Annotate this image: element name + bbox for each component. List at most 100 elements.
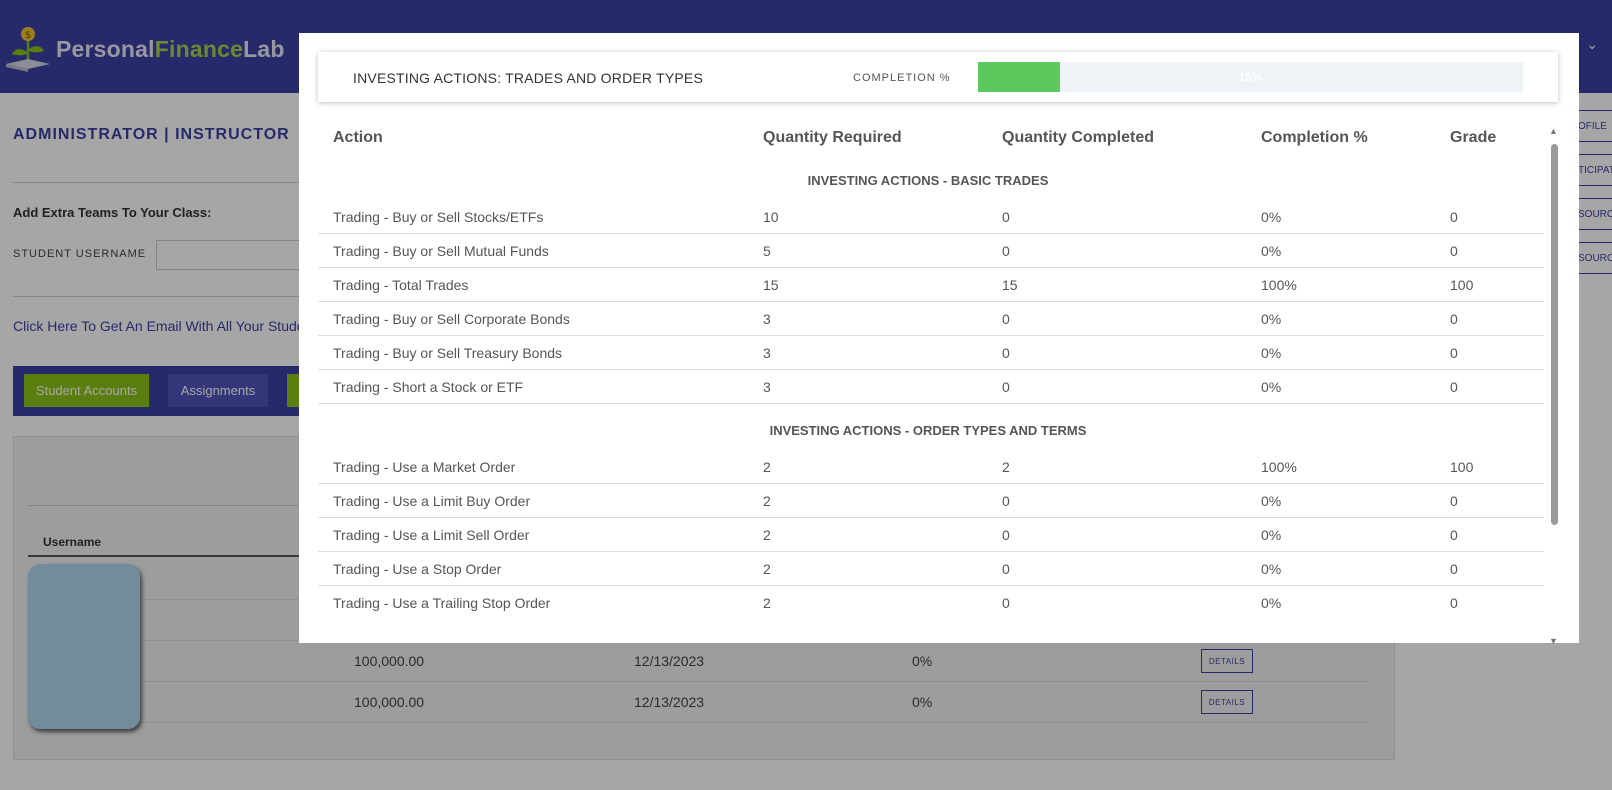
student-username-label: STUDENT USERNAME [13, 248, 147, 260]
completion-cell: 0% [1261, 595, 1282, 611]
table-row: Trading - Buy or Sell Stocks/ETFs 10 0 0… [318, 200, 1544, 234]
username-column-header[interactable]: Username [43, 535, 102, 549]
action-cell: Trading - Short a Stock or ETF [333, 379, 524, 395]
completion-progress-bar: 15% [978, 62, 1523, 92]
required-cell: 5 [763, 243, 771, 259]
grade-cell: 100 [1450, 277, 1474, 293]
table-row: Trading - Use a Market Order 2 2 100% 10… [318, 450, 1544, 484]
required-cell: 10 [763, 209, 779, 225]
grade-cell: 0 [1450, 311, 1458, 327]
grade-cell: 0 [1450, 493, 1458, 509]
grade-cell: 0 [1450, 527, 1458, 543]
brand-part-lab: Lab [243, 35, 285, 62]
details-button[interactable]: DETAILS [1201, 690, 1253, 714]
brand-part-personal: Personal [56, 35, 155, 62]
required-cell: 2 [763, 561, 771, 577]
role-title: ADMINISTRATOR | INSTRUCTOR [13, 126, 290, 143]
required-cell: 3 [763, 311, 771, 327]
modal-title: INVESTING ACTIONS: TRADES AND ORDER TYPE… [353, 70, 703, 86]
grade-cell: 0 [1450, 345, 1458, 361]
section-heading-basic-trades: INVESTING ACTIONS - BASIC TRADES [807, 173, 1049, 188]
quantity-completed-column-header: Quantity Completed [1002, 129, 1155, 146]
action-cell: Trading - Use a Limit Buy Order [333, 493, 531, 509]
table-row: Trading - Buy or Sell Treasury Bonds 3 0… [318, 336, 1544, 370]
completion-cell: 0% [1261, 561, 1282, 577]
modal-header: INVESTING ACTIONS: TRADES AND ORDER TYPE… [318, 52, 1558, 102]
completed-cell: 2 [1002, 459, 1010, 475]
money-plant-icon: $ [4, 26, 52, 72]
required-cell: 3 [763, 345, 771, 361]
brand-logo[interactable]: $ PersonalFinanceLab [4, 24, 285, 74]
completed-cell: 15 [1002, 277, 1018, 293]
table-row: Trading - Use a Stop Order 2 0 0% 0 [318, 552, 1544, 586]
divider [13, 296, 303, 297]
action-cell: Trading - Buy or Sell Mutual Funds [333, 243, 549, 259]
table-row: Trading - Short a Stock or ETF 3 0 0% 0 [318, 370, 1544, 404]
divider [13, 182, 303, 183]
brand-part-finance: Finance [154, 35, 244, 62]
grade-cell: 0 [1450, 561, 1458, 577]
scroll-up-arrow-icon[interactable]: ▲ [1549, 126, 1558, 136]
svg-text:$: $ [25, 30, 31, 41]
action-cell: Trading - Buy or Sell Stocks/ETFs [333, 209, 544, 225]
completion-column-header: Completion % [1261, 129, 1368, 146]
avatar [28, 564, 140, 729]
table-row: Trading - Use a Limit Sell Order 2 0 0% … [318, 518, 1544, 552]
grade-cell: 0 [1450, 243, 1458, 259]
class-tabs-bar: Student Accounts Assignments [13, 366, 303, 416]
completed-cell: 0 [1002, 595, 1010, 611]
completed-cell: 0 [1002, 345, 1010, 361]
user-menu-chevron-down-icon[interactable]: ⌄ [1586, 36, 1598, 52]
progress-fill [978, 62, 1060, 92]
section-heading-order-types: INVESTING ACTIONS - ORDER TYPES AND TERM… [769, 423, 1087, 438]
table-row: Trading - Use a Limit Buy Order 2 0 0% 0 [318, 484, 1544, 518]
table-row: 100,000.00 12/13/2023 0% DETAILS [28, 682, 1368, 723]
quantity-required-column-header: Quantity Required [763, 129, 902, 146]
assignment-details-modal: INVESTING ACTIONS: TRADES AND ORDER TYPE… [299, 33, 1579, 646]
modal-scrollbar[interactable]: ▲ ▼ [1548, 126, 1560, 649]
action-cell: Trading - Buy or Sell Treasury Bonds [333, 345, 563, 361]
email-students-link[interactable]: Click Here To Get An Email With All Your… [13, 318, 305, 334]
brand-name: PersonalFinanceLab [56, 36, 285, 63]
action-cell: Trading - Use a Limit Sell Order [333, 527, 530, 543]
required-cell: 2 [763, 493, 771, 509]
action-cell: Trading - Use a Market Order [333, 459, 516, 475]
grade-column-header: Grade [1450, 129, 1497, 146]
balance-cell: 100,000.00 [354, 653, 425, 669]
grade-cell: 0 [1450, 379, 1458, 395]
scrollbar-thumb[interactable] [1551, 144, 1558, 525]
actions-table-header: Action Quantity Required Quantity Comple… [318, 129, 1538, 159]
details-button[interactable]: DETAILS [1201, 649, 1253, 673]
table-row: Trading - Buy or Sell Mutual Funds 5 0 0… [318, 234, 1544, 268]
extra-teams-label: Add Extra Teams To Your Class: [13, 205, 212, 220]
required-cell: 2 [763, 527, 771, 543]
completed-cell: 0 [1002, 311, 1010, 327]
progress-text: 15% [1238, 70, 1263, 84]
action-column-header: Action [333, 129, 383, 146]
completion-cell: 0% [912, 653, 933, 669]
date-cell: 12/13/2023 [634, 653, 705, 669]
balance-cell: 100,000.00 [354, 694, 425, 710]
completion-cell: 0% [1261, 379, 1282, 395]
student-accounts-button[interactable]: Student Accounts [24, 374, 149, 407]
grade-cell: 0 [1450, 595, 1458, 611]
completion-cell: 0% [1261, 209, 1282, 225]
student-username-input[interactable] [156, 240, 316, 270]
completion-cell: 0% [1261, 527, 1282, 543]
required-cell: 2 [763, 459, 771, 475]
completion-cell: 0% [1261, 243, 1282, 259]
table-row: Trading - Buy or Sell Corporate Bonds 3 … [318, 302, 1544, 336]
required-cell: 2 [763, 595, 771, 611]
completion-label: COMPLETION % [853, 72, 951, 84]
action-cell: Trading - Buy or Sell Corporate Bonds [333, 311, 570, 327]
assignments-button[interactable]: Assignments [168, 374, 268, 407]
completion-cell: 0% [1261, 311, 1282, 327]
table-row: Trading - Total Trades 15 15 100% 100 [318, 268, 1544, 302]
completion-cell: 100% [1261, 277, 1297, 293]
grade-cell: 0 [1450, 209, 1458, 225]
completion-cell: 0% [912, 694, 933, 710]
grade-cell: 100 [1450, 459, 1474, 475]
action-cell: Trading - Use a Stop Order [333, 561, 502, 577]
completion-cell: 100% [1261, 459, 1297, 475]
scroll-down-arrow-icon[interactable]: ▼ [1549, 636, 1558, 646]
